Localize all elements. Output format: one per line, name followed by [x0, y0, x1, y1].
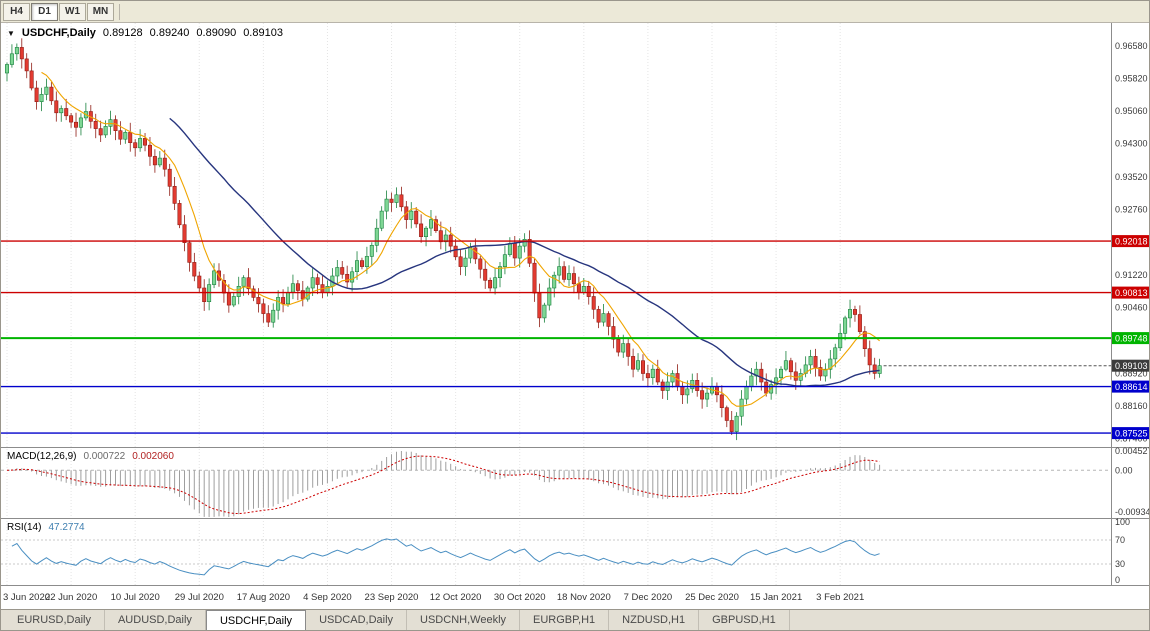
level-price-badge: 0.89748 — [1112, 332, 1149, 345]
price-axis-label: 0.91220 — [1115, 270, 1148, 280]
rsi-axis-label: 0 — [1115, 575, 1120, 585]
chart-region: 0.96580 0.95820 0.95060 0.94300 0.93520 0.927… — [1, 23, 1149, 609]
chart-canvas[interactable]: 0.96580 0.95820 0.95060 0.94300 0.93520 0.927… — [1, 23, 1150, 609]
date-axis-label: 10 Jul 2020 — [111, 592, 160, 603]
date-axis-label: 7 Dec 2020 — [624, 592, 673, 603]
horizontal-level-lines[interactable] — [1, 240, 1111, 434]
macd-axis-labels: 0.004527 0.00 -0.009348 — [1115, 446, 1150, 517]
tab-audusd-daily[interactable]: AUDUSD,Daily — [105, 610, 206, 630]
svg-text:0.89103: 0.89103 — [1115, 361, 1148, 371]
timeframe-button-mn[interactable]: MN — [87, 2, 114, 21]
macd-axis-label: 0.00 — [1115, 465, 1133, 475]
macd-signal-line — [6, 455, 880, 515]
grid-lines — [6, 23, 841, 585]
rsi-line — [11, 538, 880, 576]
rsi-axis-label: 100 — [1115, 517, 1130, 527]
tab-usdcad-daily[interactable]: USDCAD,Daily — [306, 610, 408, 630]
svg-text:0.89748: 0.89748 — [1115, 334, 1148, 344]
date-axis-label: 3 Feb 2021 — [816, 592, 864, 603]
rsi-panel — [1, 539, 1111, 565]
date-axis-label: 4 Sep 2020 — [303, 592, 352, 603]
chart-dropdown-icon[interactable]: ▼ — [7, 28, 15, 38]
date-axis-label: 29 Jul 2020 — [175, 592, 224, 603]
date-axis-label: 15 Jan 2021 — [750, 592, 802, 603]
price-axis-label: 0.95060 — [1115, 106, 1148, 116]
date-axis-label: 22 Jun 2020 — [45, 592, 97, 603]
date-axis-label: 25 Dec 2020 — [685, 592, 739, 603]
price-axis-label: 0.95820 — [1115, 74, 1148, 84]
macd-panel — [1, 451, 1111, 517]
date-axis-label: 12 Oct 2020 — [430, 592, 482, 603]
macd-axis-label: -0.009348 — [1115, 507, 1150, 517]
toolbar-separator — [119, 3, 120, 20]
timeframe-toolbar: H4 D1 W1 MN — [1, 1, 1149, 23]
tab-gbpusd-h1[interactable]: GBPUSD,H1 — [699, 610, 790, 630]
svg-text:0.88614: 0.88614 — [1115, 382, 1148, 392]
price-axis-label: 0.94300 — [1115, 139, 1148, 149]
svg-text:0.90813: 0.90813 — [1115, 288, 1148, 298]
level-price-badge: 0.87525 — [1112, 427, 1149, 440]
tab-usdcnh-weekly[interactable]: USDCNH,Weekly — [407, 610, 521, 630]
date-axis-label: 23 Sep 2020 — [365, 592, 419, 603]
chart-tab-bar: EURUSD,Daily AUDUSD,Daily USDCHF,Daily U… — [1, 609, 1149, 630]
price-axis-label: 0.88920 — [1115, 369, 1148, 379]
tab-usdchf-daily[interactable]: USDCHF,Daily — [205, 610, 307, 630]
date-axis-label: 3 Jun 2020 — [3, 592, 50, 603]
timeframe-button-w1[interactable]: W1 — [59, 2, 86, 21]
tab-eurusd-daily[interactable]: EURUSD,Daily — [4, 610, 105, 630]
rsi-axis-label: 70 — [1115, 535, 1125, 545]
price-axis-label: 0.90460 — [1115, 303, 1148, 313]
timeframe-button-h4[interactable]: H4 — [3, 2, 30, 21]
svg-text:0.92018: 0.92018 — [1115, 237, 1148, 247]
price-axis-label: 0.93520 — [1115, 172, 1148, 182]
price-axis-label: 0.88160 — [1115, 401, 1148, 411]
panel-frames — [1, 23, 1149, 586]
rsi-axis-label: 30 — [1115, 559, 1125, 569]
date-axis-label: 30 Oct 2020 — [494, 592, 546, 603]
tab-eurgbp-h1[interactable]: EURGBP,H1 — [520, 610, 610, 630]
price-axis-label: 0.92760 — [1115, 204, 1148, 214]
current-price-badge: 0.89103 — [1112, 359, 1149, 372]
date-axis-label: 17 Aug 2020 — [237, 592, 290, 603]
tab-nzdusd-h1[interactable]: NZDUSD,H1 — [609, 610, 700, 630]
level-price-badge: 0.92018 — [1112, 235, 1149, 248]
candlestick-series — [5, 38, 882, 441]
timeframe-button-d1[interactable]: D1 — [31, 2, 58, 21]
level-price-badge: 0.88614 — [1112, 380, 1149, 393]
svg-text:0.87525: 0.87525 — [1115, 429, 1148, 439]
level-price-badge: 0.90813 — [1112, 286, 1149, 299]
rsi-axis-labels: 100 70 30 0 — [1115, 517, 1130, 585]
ma-fast-line — [41, 71, 880, 407]
price-axis-label: 0.96580 — [1115, 41, 1148, 51]
date-axis-label: 18 Nov 2020 — [557, 592, 611, 603]
macd-axis-label: 0.004527 — [1115, 446, 1150, 456]
